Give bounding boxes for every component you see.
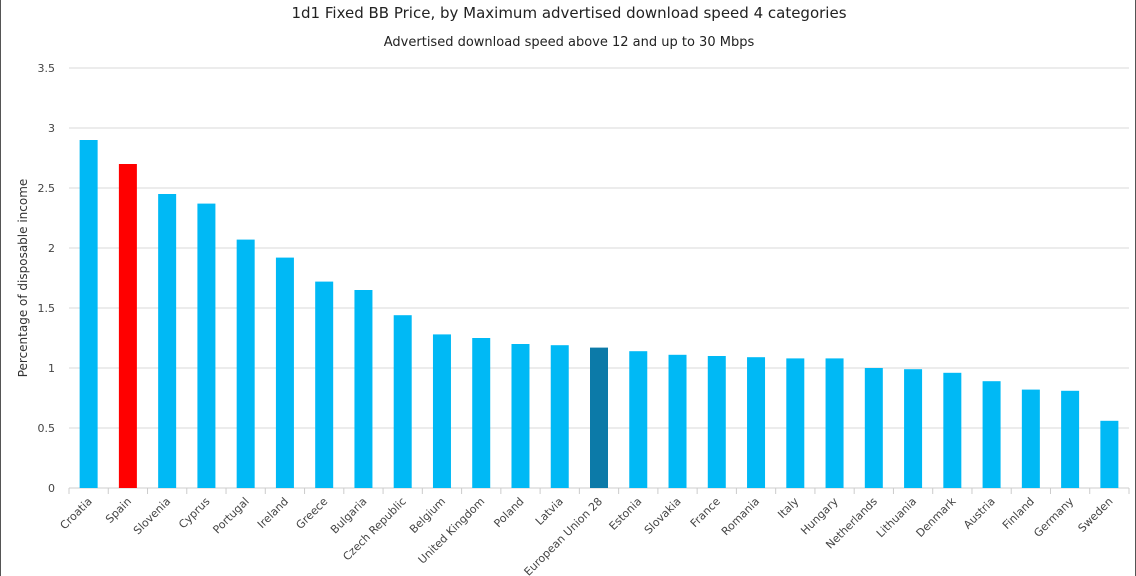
y-tick-label: 1 — [48, 362, 55, 375]
x-tick-label: Denmark — [914, 494, 959, 539]
bar — [315, 281, 334, 488]
y-axis-ticks: 0 0.5 1 1.5 2 2.5 3 3.5 — [38, 62, 56, 495]
chart-subtitle: Advertised download speed above 12 and u… — [384, 35, 755, 50]
bar — [472, 338, 491, 488]
bar — [747, 357, 766, 488]
x-tick-label: Austria — [961, 495, 998, 532]
bar — [707, 356, 726, 488]
bar — [1100, 420, 1119, 488]
x-tick-label: Spain — [103, 495, 134, 526]
bar — [982, 381, 1001, 488]
x-tick-label: France — [688, 495, 723, 530]
bar — [864, 368, 883, 488]
bar — [158, 194, 177, 488]
y-tick-label: 0.5 — [38, 422, 56, 435]
bar — [1021, 389, 1040, 488]
x-tick-label: Slovenia — [131, 495, 173, 537]
bar — [668, 354, 687, 488]
y-tick-label: 2 — [48, 242, 55, 255]
y-tick-label: 3.5 — [38, 62, 56, 75]
x-tick-label: Greece — [293, 495, 330, 532]
bar — [275, 257, 294, 488]
bar — [197, 203, 216, 488]
x-tick-label: Portugal — [210, 495, 251, 536]
x-tick-label: Italy — [775, 495, 801, 521]
x-tick-label: Lithuania — [874, 495, 919, 540]
bar — [629, 351, 648, 488]
x-tick-label: Romania — [719, 495, 762, 538]
bar — [904, 369, 923, 488]
y-tick-label: 3 — [48, 122, 55, 135]
y-tick-label: 0 — [48, 482, 55, 495]
x-tick-label: Cyprus — [176, 495, 213, 532]
bar — [590, 347, 608, 488]
x-tick-label: Finland — [1000, 495, 1037, 532]
x-tick-label: Latvia — [533, 495, 566, 528]
x-tick-label: European Union 28 — [522, 495, 606, 576]
bar — [432, 334, 451, 488]
bar — [354, 290, 373, 488]
bar — [1061, 390, 1080, 488]
y-tick-label: 1.5 — [38, 302, 56, 315]
x-tick-label: Ireland — [255, 495, 291, 531]
x-tick-label: Slovakia — [642, 495, 684, 537]
x-tick-label: Germany — [1031, 495, 1076, 540]
bar — [511, 344, 530, 488]
bar — [118, 164, 137, 488]
y-axis-title: Percentage of disposable income — [16, 179, 30, 378]
x-tick-label: Poland — [491, 495, 526, 530]
x-tick-label: Estonia — [607, 495, 645, 533]
x-tick-label: United Kingdom — [416, 495, 488, 567]
bar — [79, 140, 98, 488]
x-tick-label: Croatia — [58, 495, 95, 532]
bar — [825, 358, 844, 488]
bar — [943, 372, 962, 488]
x-tick-label: Sweden — [1076, 495, 1116, 535]
bars — [79, 140, 1119, 488]
y-tick-label: 2.5 — [38, 182, 56, 195]
bar — [236, 239, 255, 488]
bar — [393, 315, 412, 488]
bar — [786, 358, 805, 488]
chart-title: 1d1 Fixed BB Price, by Maximum advertise… — [291, 4, 846, 22]
bar — [550, 345, 569, 488]
